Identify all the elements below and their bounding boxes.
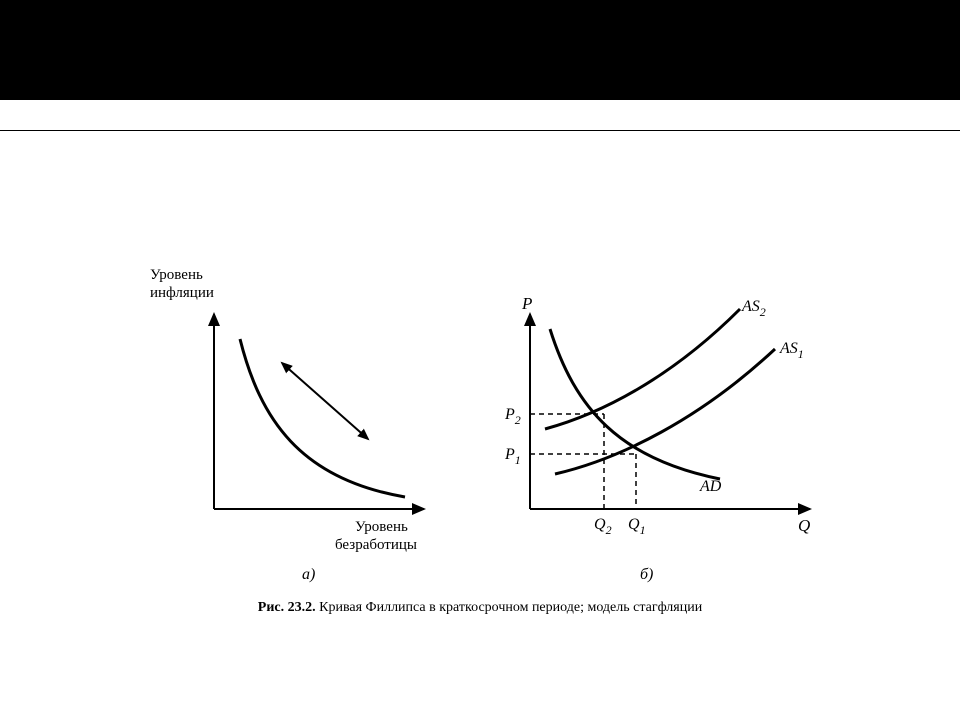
p2-label: P2 [504, 406, 521, 427]
panel-b-xlabel: Q [798, 516, 810, 535]
top-black-bar [0, 0, 960, 100]
as1-curve [555, 349, 775, 474]
phillips-curve [240, 339, 405, 497]
as2-curve [545, 309, 740, 429]
panel-a-xlabel-line1: Уровень [355, 519, 408, 535]
panel-a-ylabel-line2: инфляции [150, 285, 214, 301]
q1-label: Q1 [628, 516, 646, 537]
ad-label: AD [699, 478, 722, 495]
panel-a: Уровень инфляции Уровень безработицы а) [150, 267, 424, 583]
as2-label: AS2 [741, 298, 766, 319]
panel-a-xlabel-line2: безработицы [335, 537, 417, 553]
panel-b-sublabel: б) [640, 566, 653, 583]
as1-label: AS1 [779, 340, 804, 361]
panel-b-ylabel: P [521, 294, 532, 313]
q2-label: Q2 [594, 516, 612, 537]
panel-a-sublabel: а) [302, 566, 315, 583]
panel-a-ylabel-line1: Уровень [150, 267, 203, 283]
figure-caption: Рис. 23.2. Кривая Филлипса в краткосрочн… [258, 600, 703, 615]
rule-gap [0, 100, 960, 130]
diagram-svg: Уровень инфляции Уровень безработицы а) … [0, 131, 960, 701]
tradeoff-arrow [282, 363, 368, 439]
p1-label: P1 [504, 446, 521, 467]
figure-area: Уровень инфляции Уровень безработицы а) … [0, 131, 960, 701]
panel-b: P Q AD AS1 AS2 P2 P1 Q2 Q1 б) [504, 294, 810, 583]
